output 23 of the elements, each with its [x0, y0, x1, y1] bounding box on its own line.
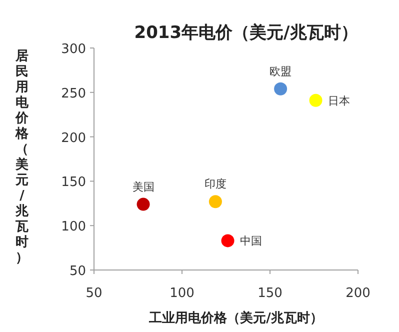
point: [136, 198, 150, 211]
series-label: 美国: [132, 180, 154, 194]
y-tick-label: 300: [61, 42, 86, 57]
series-label: 印度: [204, 178, 226, 191]
point: [274, 82, 288, 96]
series-label: 欧盟: [270, 64, 292, 78]
point: [309, 94, 322, 107]
y-tick-label: 200: [61, 130, 86, 146]
point: [221, 234, 234, 248]
y-tick-label: 250: [61, 86, 86, 102]
x-tick-label: 50: [86, 286, 102, 301]
x-tick-label: 100: [170, 286, 194, 301]
x-tick-label: 200: [346, 286, 370, 301]
series-label: 中国: [240, 234, 262, 248]
y-tick-label: 100: [61, 220, 86, 235]
y-tick-label: 50: [69, 264, 86, 279]
chart-title: 2013年电价（美元/兆瓦时）: [134, 23, 358, 43]
y-tick-label: 150: [61, 175, 86, 190]
x-axis-title: 工业用电价格（美元/兆瓦时）: [148, 310, 323, 326]
series-label: 日本: [328, 94, 350, 108]
x-tick-label: 150: [258, 286, 282, 301]
point: [208, 195, 222, 208]
text: 居民用电价格（美元/兆瓦时）: [16, 49, 28, 266]
